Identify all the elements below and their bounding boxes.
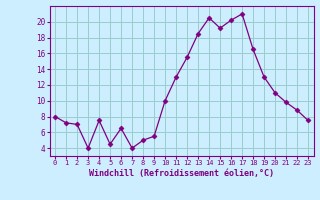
X-axis label: Windchill (Refroidissement éolien,°C): Windchill (Refroidissement éolien,°C) (89, 169, 274, 178)
